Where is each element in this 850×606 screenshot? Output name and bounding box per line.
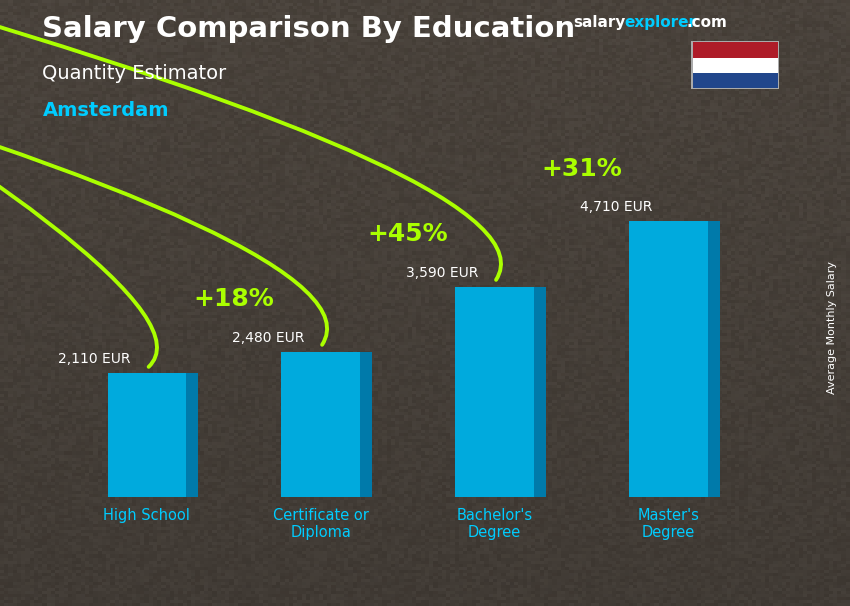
Text: 2,480 EUR: 2,480 EUR <box>232 331 304 345</box>
Text: Salary Comparison By Education: Salary Comparison By Education <box>42 15 575 43</box>
Bar <box>281 352 360 497</box>
Text: 4,710 EUR: 4,710 EUR <box>581 201 653 215</box>
Bar <box>629 221 708 497</box>
Polygon shape <box>186 373 198 497</box>
Text: +31%: +31% <box>541 157 622 181</box>
Polygon shape <box>360 352 372 497</box>
Text: 3,590 EUR: 3,590 EUR <box>406 266 479 280</box>
Polygon shape <box>708 221 720 497</box>
Text: Quantity Estimator: Quantity Estimator <box>42 64 227 82</box>
Bar <box>456 287 534 497</box>
Text: Amsterdam: Amsterdam <box>42 101 169 120</box>
Text: Average Monthly Salary: Average Monthly Salary <box>827 261 837 394</box>
Text: 2,110 EUR: 2,110 EUR <box>59 353 131 367</box>
Text: +45%: +45% <box>367 222 448 246</box>
Text: +18%: +18% <box>193 287 274 311</box>
Text: .com: .com <box>687 15 728 30</box>
Bar <box>108 373 186 497</box>
Polygon shape <box>534 287 546 497</box>
Text: salary: salary <box>574 15 626 30</box>
Text: explorer: explorer <box>625 15 697 30</box>
